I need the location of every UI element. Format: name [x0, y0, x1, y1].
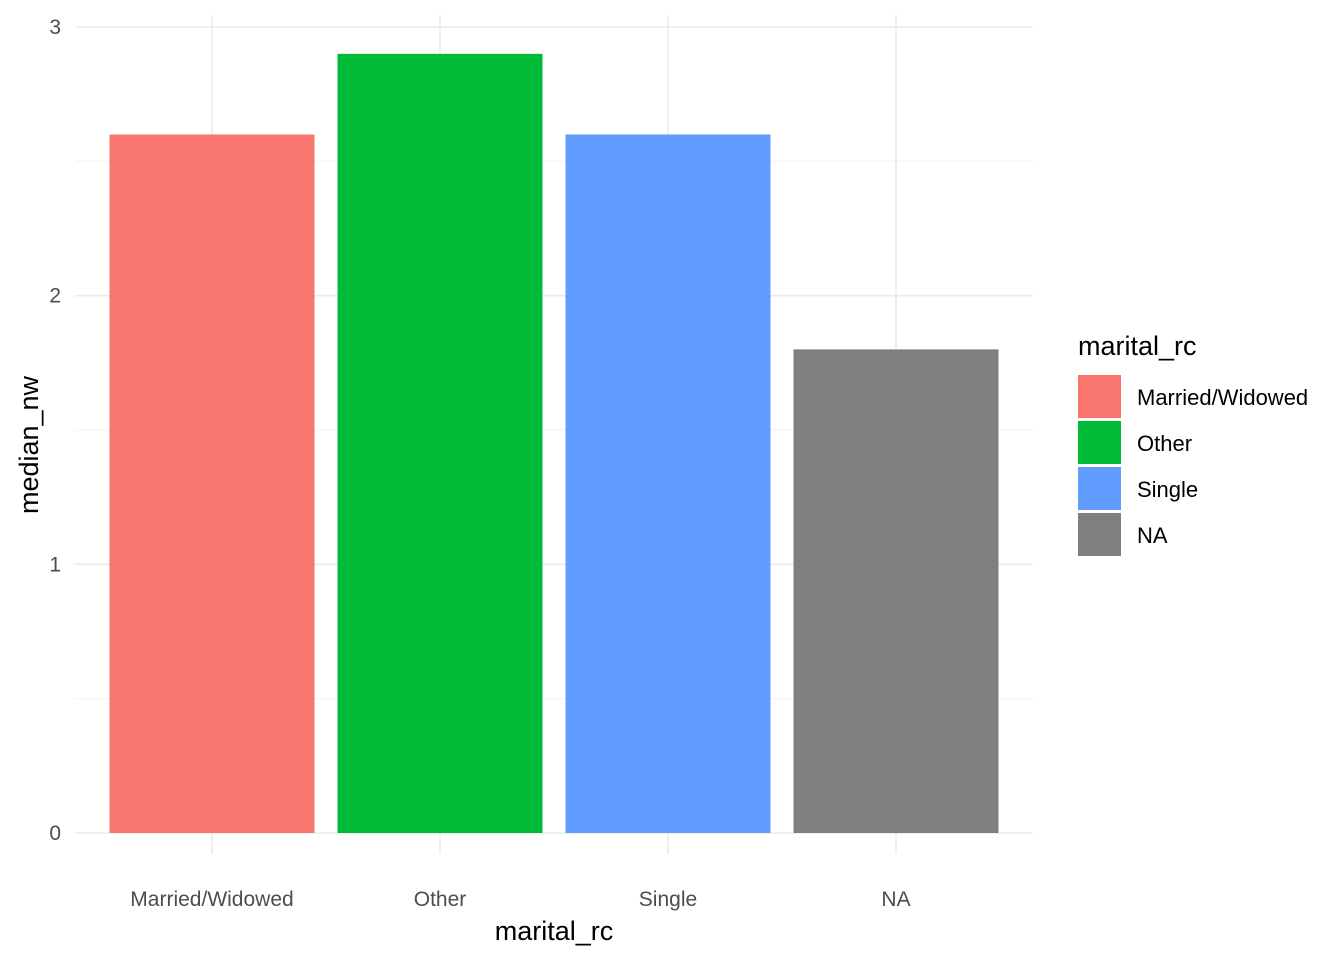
legend-swatch — [1078, 467, 1121, 510]
legend-swatch — [1078, 375, 1121, 418]
x-axis-ticks: Married/Widowed Other Single NA — [130, 888, 910, 911]
legend-swatch — [1078, 513, 1121, 556]
legend-title: marital_rc — [1078, 331, 1197, 361]
x-axis-title: marital_rc — [495, 916, 614, 946]
bars — [109, 53, 999, 834]
legend-items: Married/Widowed Other Single NA — [1078, 375, 1308, 556]
y-axis-title: median_nw — [14, 375, 44, 514]
x-tick-label: NA — [881, 888, 910, 911]
x-tick-label: Other — [414, 888, 467, 911]
x-tick-label: Married/Widowed — [130, 888, 293, 911]
y-axis-ticks: 0 1 2 3 — [49, 16, 61, 845]
legend-label: NA — [1137, 523, 1168, 548]
legend-label: Married/Widowed — [1137, 385, 1308, 410]
y-tick-label: 1 — [49, 553, 61, 576]
y-tick-label: 0 — [49, 822, 61, 845]
legend-swatch — [1078, 421, 1121, 464]
bar — [793, 349, 999, 833]
legend-label: Single — [1137, 477, 1198, 502]
x-tick-label: Single — [639, 888, 697, 911]
bar — [109, 134, 315, 833]
bar — [337, 53, 543, 834]
y-tick-label: 2 — [49, 285, 61, 308]
legend: marital_rc Married/Widowed Other Single NA — [1078, 331, 1308, 556]
legend-label: Other — [1137, 431, 1192, 456]
bar — [565, 134, 771, 833]
y-tick-label: 3 — [49, 16, 61, 39]
